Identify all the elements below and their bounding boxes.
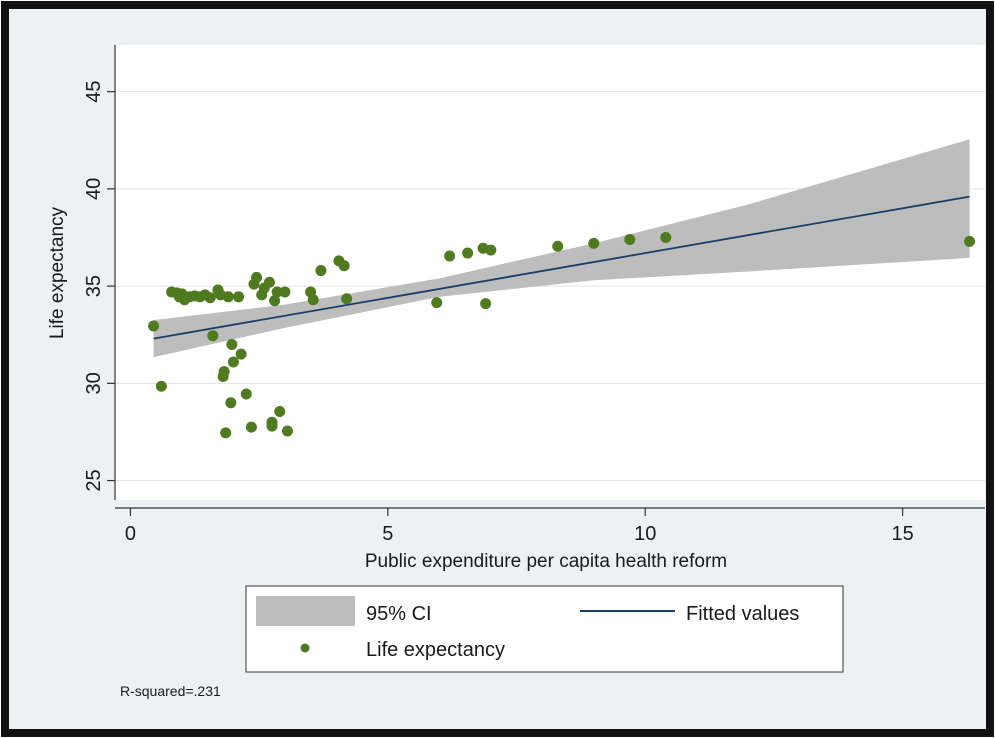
data-point — [245, 421, 257, 433]
data-point — [220, 427, 232, 439]
data-point — [462, 247, 474, 259]
data-point — [341, 293, 353, 305]
data-point — [552, 240, 564, 252]
scatter-points-layer — [148, 232, 976, 439]
fitted-line-layer — [153, 195, 970, 340]
data-point — [279, 286, 291, 298]
data-point — [218, 366, 230, 378]
data-point — [624, 233, 636, 245]
y-axis-title: Life expectancy — [47, 206, 68, 339]
data-point — [226, 338, 238, 350]
data-point — [266, 420, 278, 432]
data-point — [235, 348, 247, 360]
data-point — [263, 276, 275, 288]
data-point — [588, 237, 600, 249]
legend: 95% CI Fitted values Life expectancy — [245, 585, 844, 673]
legend-label-ci: 95% CI — [366, 603, 432, 625]
x-tick-label: 10 — [634, 523, 656, 545]
y-tick-label: 35 — [83, 275, 105, 297]
data-point — [240, 388, 252, 400]
data-point — [485, 244, 497, 256]
legend-label-points: Life expectancy — [366, 639, 505, 661]
data-point — [660, 232, 672, 243]
y-tick-label: 30 — [83, 372, 105, 394]
fitted-line — [153, 195, 970, 340]
x-tick-label: 15 — [892, 523, 914, 545]
x-axis-title: Public expenditure per capita health ref… — [365, 551, 727, 572]
x-tick-label: 5 — [382, 523, 393, 545]
data-point — [964, 235, 976, 247]
data-point — [480, 298, 492, 310]
data-point — [315, 265, 327, 277]
data-point — [233, 291, 245, 303]
data-point — [155, 380, 167, 392]
data-point — [307, 294, 319, 306]
data-point — [225, 397, 237, 409]
data-point — [444, 250, 456, 262]
data-point — [251, 271, 263, 283]
x-tick-label: 0 — [125, 523, 136, 545]
data-point — [148, 320, 160, 332]
data-point — [207, 330, 219, 342]
data-point — [338, 260, 350, 272]
r-squared-note: R-squared=.231 — [120, 683, 221, 699]
data-point — [274, 406, 286, 418]
data-point — [204, 292, 216, 304]
x-axis-ticks: 0 5 10 15 — [125, 508, 914, 545]
data-point — [281, 425, 293, 437]
y-tick-label: 45 — [83, 81, 105, 103]
y-axis-ticks: 25 30 35 40 45 — [83, 81, 115, 492]
data-point — [271, 286, 283, 298]
data-point — [222, 291, 234, 303]
y-tick-label: 25 — [83, 469, 105, 491]
legend-swatch-ci — [256, 596, 355, 626]
data-point — [227, 356, 239, 368]
legend-label-fitted: Fitted values — [686, 603, 799, 625]
data-point — [269, 295, 281, 307]
y-tick-label: 40 — [83, 178, 105, 200]
data-point — [431, 297, 443, 309]
legend-swatch-points — [300, 643, 310, 653]
